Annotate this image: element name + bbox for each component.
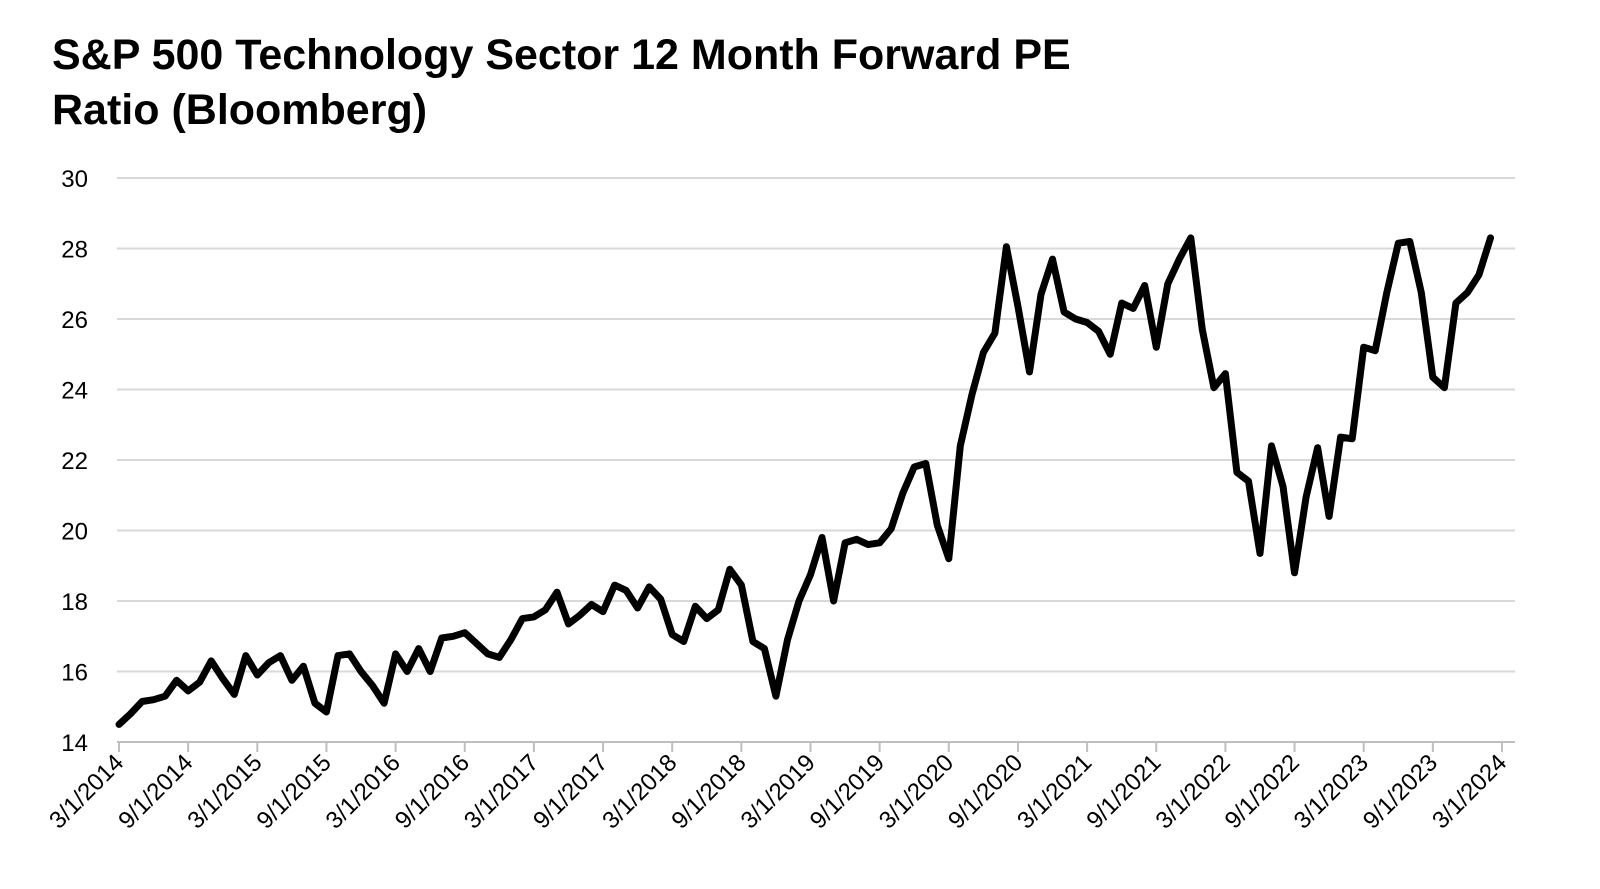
y-tick-label-24: 24 <box>61 378 88 405</box>
x-tick-label: 9/1/2021 <box>1081 749 1166 834</box>
x-tick-label: 3/1/2016 <box>321 749 406 834</box>
y-axis-tick-labels: 14 16 18 20 22 24 26 28 30 <box>61 166 88 757</box>
x-tick-label: 3/1/2022 <box>1150 749 1235 834</box>
x-tick-label: 3/1/2015 <box>182 749 267 834</box>
x-axis-tick-labels: 3/1/20149/1/20143/1/20159/1/20153/1/2016… <box>44 749 1512 834</box>
chart-title-line-1: S&P 500 Technology Sector 12 Month Forwa… <box>52 31 1071 79</box>
series-line-forward-pe <box>115 234 1494 728</box>
x-tick-label: 3/1/2024 <box>1427 749 1512 834</box>
chart-title-line-2: Ratio (Bloomberg) <box>52 86 428 134</box>
x-tick-label: 3/1/2019 <box>736 749 821 834</box>
x-tick-label: 3/1/2017 <box>459 749 544 834</box>
y-tick-label-26: 26 <box>61 307 88 334</box>
x-tick-label: 3/1/2020 <box>874 749 959 834</box>
x-tick-label: 3/1/2023 <box>1289 749 1374 834</box>
x-tick-label: 9/1/2022 <box>1220 749 1305 834</box>
x-tick-label: 9/1/2020 <box>943 749 1028 834</box>
x-tick-label: 9/1/2023 <box>1358 749 1443 834</box>
x-tick-label: 3/1/2014 <box>44 749 129 834</box>
x-tick-label: 9/1/2017 <box>528 749 613 834</box>
x-tick-label: 9/1/2018 <box>666 749 751 834</box>
grid-lines <box>117 177 1515 673</box>
y-tick-label-30: 30 <box>61 166 88 193</box>
x-tick-label: 9/1/2016 <box>390 749 475 834</box>
x-tick-label: 3/1/2021 <box>1012 749 1097 834</box>
x-tick-label: 9/1/2019 <box>805 749 890 834</box>
y-tick-label-14: 14 <box>61 730 88 757</box>
y-tick-label-16: 16 <box>61 660 88 687</box>
axes <box>117 741 1515 752</box>
y-tick-label-18: 18 <box>61 589 88 616</box>
chart-title: S&P 500 Technology Sector 12 Month Forwa… <box>52 28 1352 138</box>
x-tick-label: 3/1/2018 <box>597 749 682 834</box>
y-tick-label-28: 28 <box>61 237 88 264</box>
x-tick-label: 9/1/2015 <box>252 749 337 834</box>
series-layer <box>115 234 1494 728</box>
x-tick-label: 9/1/2014 <box>113 749 198 834</box>
y-tick-label-20: 20 <box>61 519 88 546</box>
y-tick-label-22: 22 <box>61 448 88 475</box>
